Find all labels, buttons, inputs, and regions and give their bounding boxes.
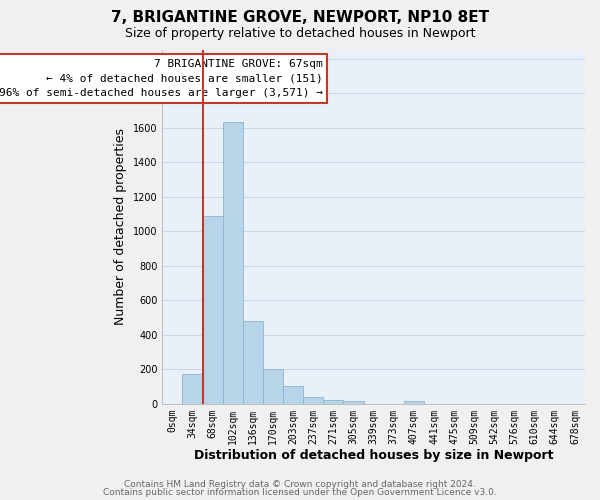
Bar <box>283 386 303 404</box>
Bar <box>303 397 323 404</box>
Text: 7 BRIGANTINE GROVE: 67sqm
← 4% of detached houses are smaller (151)
96% of semi-: 7 BRIGANTINE GROVE: 67sqm ← 4% of detach… <box>0 59 323 98</box>
Y-axis label: Number of detached properties: Number of detached properties <box>114 128 127 326</box>
Text: Contains HM Land Registry data © Crown copyright and database right 2024.: Contains HM Land Registry data © Crown c… <box>124 480 476 489</box>
Bar <box>203 216 223 404</box>
Bar <box>404 401 424 404</box>
Text: Contains public sector information licensed under the Open Government Licence v3: Contains public sector information licen… <box>103 488 497 497</box>
Bar <box>343 401 364 404</box>
Bar <box>263 370 283 404</box>
X-axis label: Distribution of detached houses by size in Newport: Distribution of detached houses by size … <box>194 450 553 462</box>
Bar <box>182 374 203 404</box>
Text: Size of property relative to detached houses in Newport: Size of property relative to detached ho… <box>125 28 475 40</box>
Bar <box>223 122 243 404</box>
Bar <box>323 400 343 404</box>
Text: 7, BRIGANTINE GROVE, NEWPORT, NP10 8ET: 7, BRIGANTINE GROVE, NEWPORT, NP10 8ET <box>111 10 489 25</box>
Bar <box>243 321 263 404</box>
